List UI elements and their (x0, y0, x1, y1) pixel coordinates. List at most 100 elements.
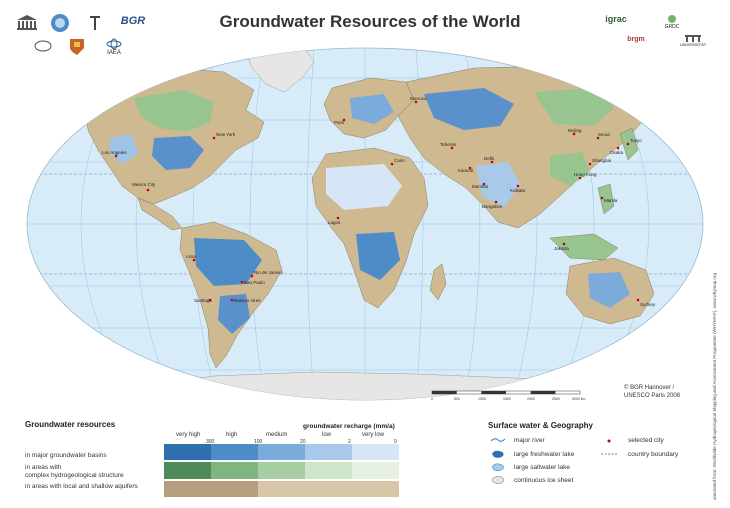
surface-water-legend-title: Surface water & Geography (488, 421, 593, 430)
city-dot-icon (482, 182, 486, 186)
city-label: Karachi (458, 168, 473, 173)
city-dot-icon (146, 188, 150, 192)
boundary-icon (601, 453, 617, 455)
city-label: Jakarta (554, 246, 569, 251)
city-label: Cairo (394, 158, 405, 163)
city-dot-icon (114, 154, 118, 158)
city-dot-icon (342, 118, 346, 122)
threshold: 20 (300, 439, 306, 445)
legend-saltwater-lake: large saltwater lake (514, 464, 570, 471)
legend-major-river: major river (514, 437, 545, 444)
city-dot-icon (192, 258, 196, 262)
bgr-logo: BGR (120, 15, 146, 27)
ice-sheet-icon (491, 476, 505, 484)
recharge-swatch (258, 481, 399, 497)
city-dot-icon (494, 200, 498, 204)
water-drop-icon (51, 14, 69, 32)
recharge-swatch (164, 444, 211, 460)
parana-basin (218, 294, 250, 334)
city-label: New York (216, 132, 236, 137)
city-label: Sydney (640, 302, 656, 307)
city-label: Tokyo (630, 138, 642, 143)
city-dot-icon (490, 160, 494, 164)
category-very-low: very low (362, 432, 385, 438)
recharge-swatch (352, 462, 399, 479)
city-dot-icon (626, 142, 630, 146)
city-label: Los Angeles (102, 150, 127, 155)
city-dot-icon (240, 280, 244, 284)
city-dot-icon (596, 136, 600, 140)
recharge-swatch (258, 444, 305, 460)
city-label: Paris (334, 120, 345, 125)
city-label: Santiago (194, 298, 212, 303)
city-label: Teheran (440, 142, 457, 147)
city-label: Lagos (328, 220, 341, 225)
earth-sciences-logo (30, 40, 56, 52)
legend-row-complex: in areas with complex hydrogeological st… (25, 464, 124, 479)
australia-basin (588, 272, 630, 308)
city-dot-icon (578, 176, 582, 180)
new-zealand (653, 325, 667, 351)
scale-tick: 2500 (552, 397, 560, 401)
city-dot-icon (250, 274, 254, 278)
philippines (597, 183, 615, 215)
source-note: annotated from: Worldwide Hydrogeologica… (712, 272, 717, 500)
legend-ice-sheet: continuous ice sheet (514, 477, 574, 484)
india-basin (476, 162, 520, 208)
city-markers (114, 100, 640, 302)
city-dot-icon (616, 146, 620, 150)
city-label: Osaka (610, 150, 624, 155)
atom-icon (106, 38, 122, 50)
recharge-title: groundwater recharge (mm/a) (303, 423, 395, 430)
scale-tick: 2000 (527, 397, 535, 401)
legend-selected-city: selected city (628, 437, 664, 444)
recharge-swatch (211, 462, 258, 479)
city-dot-icon (230, 298, 234, 302)
world-map[interactable]: Los Angeles New York Mexico City Lima Sa… (14, 38, 716, 410)
central-america (137, 197, 183, 231)
city-label: Mexico City (132, 182, 156, 187)
iaea-logo: IAEA (104, 38, 124, 56)
legend-row-local: in areas with local and shallow aquifers (25, 483, 138, 490)
saltwater-lake-icon (491, 463, 504, 472)
map-credit: © BGR Hannover / UNESCO Paris 2008 (624, 385, 681, 399)
recharge-swatch (258, 462, 305, 479)
city-label: Moscow (410, 96, 427, 101)
scale-tick: 0 (431, 397, 433, 401)
scale-tick: 1000 (478, 397, 486, 401)
category-high: high (226, 432, 238, 438)
city-label: Mumbai (472, 184, 488, 189)
igrac-logo: igrac (605, 14, 627, 24)
city-dot-icon (336, 216, 340, 220)
madagascar (429, 263, 447, 301)
indonesia (549, 233, 619, 261)
sahara-basin (326, 164, 402, 210)
amazon-basin (194, 238, 262, 286)
grdc-globe-icon (668, 15, 676, 23)
drill-icon (90, 16, 100, 30)
page-title: Groundwater Resources of the World (219, 12, 521, 31)
city-dot-icon (588, 162, 592, 166)
city-labels: Los Angeles New York Mexico City Lima Sa… (102, 96, 656, 307)
city-dot-icon (390, 162, 394, 166)
city-label: Kolkata (510, 188, 526, 193)
threshold: 2 (348, 439, 351, 445)
city-dot-icon (600, 196, 604, 200)
congo-basin (356, 232, 400, 280)
city-dot-icon (450, 146, 454, 150)
threshold: 0 (394, 439, 397, 445)
landmasses (73, 48, 667, 400)
unesco-temple-icon (17, 15, 37, 30)
city-label: Seoul (598, 132, 610, 137)
city-label: Rio de Janeiro (254, 270, 284, 275)
recharge-swatch (164, 462, 211, 479)
city-dot-icon (212, 136, 216, 140)
city-dot-icon (208, 298, 212, 302)
university-logo: UNIVERSITÄT (670, 34, 716, 48)
grdc-logo: GRDC (650, 14, 694, 30)
city-label: Manila (604, 198, 618, 203)
scale-tick: 1500 (503, 397, 511, 401)
recharge-swatch (305, 462, 352, 479)
legend-freshwater-lake: large freshwater lake (514, 451, 575, 458)
unesco-logo (14, 14, 40, 32)
